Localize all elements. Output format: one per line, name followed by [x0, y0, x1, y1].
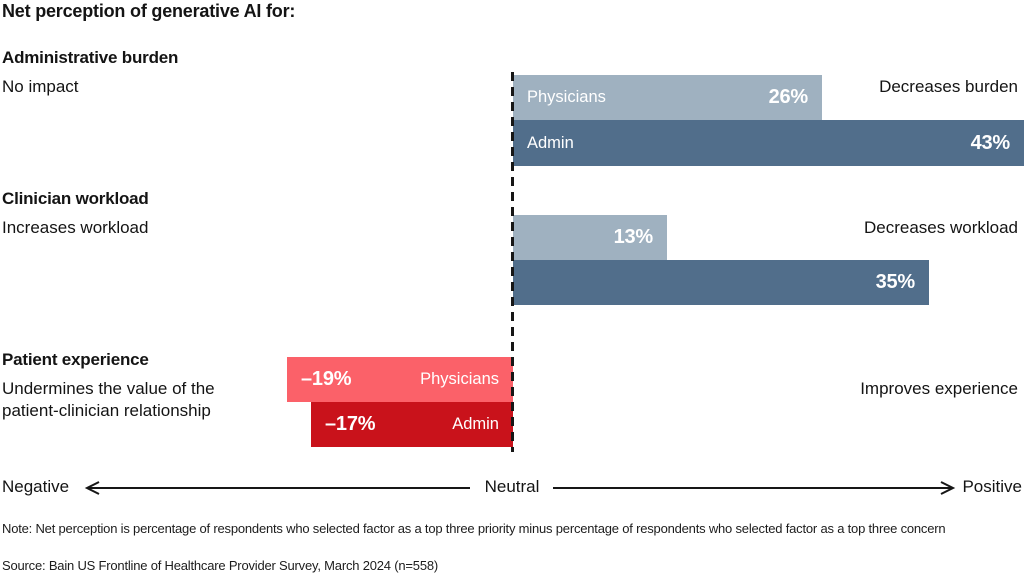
group-negative-label-patient-experience: Undermines the value of the patient-clin… [2, 379, 215, 420]
bar-series-label-physicians: Physicians [420, 370, 499, 388]
axis-label-positive: Positive [962, 477, 1022, 496]
bar-administrative-burden-physicians: Physicians 26% [513, 75, 822, 120]
group-heading-clinician-workload: Clinician workload [2, 189, 149, 208]
group-positive-label-clinician-workload: Decreases workload [863, 218, 1018, 237]
group-heading-patient-experience: Patient experience [2, 350, 149, 369]
neutral-dashed-line [511, 72, 514, 452]
bar-value-label: 13% [613, 226, 654, 248]
group-negative-label-clinician-workload: Increases workload [2, 218, 149, 237]
axis-arrows-icon [84, 481, 956, 495]
group-positive-label-administrative-burden: Decreases burden [879, 77, 1018, 96]
bar-administrative-burden-admin: Admin 43% [513, 120, 1024, 166]
bar-value-label: 43% [970, 131, 1011, 154]
group-negative-label-administrative-burden: No impact [2, 77, 79, 96]
bar-series-label-physicians: Physicians [527, 88, 606, 106]
bar-value-label: 35% [875, 271, 916, 293]
bar-patient-experience-physicians: –19% Physicians [287, 357, 513, 402]
bar-clinician-workload-admin: 35% [513, 260, 929, 305]
bar-patient-experience-admin: –17% Admin [311, 402, 513, 447]
chart-source: Source: Bain US Frontline of Healthcare … [2, 558, 439, 573]
bar-clinician-workload-physicians: 13% [513, 215, 667, 260]
group-positive-label-patient-experience: Improves experience [860, 379, 1018, 398]
bar-value-label: –19% [301, 368, 352, 390]
bar-value-label: –17% [325, 413, 376, 435]
axis-label-neutral: Neutral [484, 477, 540, 496]
axis-label-negative: Negative [2, 477, 70, 496]
bar-series-label-admin: Admin [527, 133, 574, 152]
bar-series-label-admin: Admin [452, 415, 499, 433]
chart-title: Net perception of generative AI for: [2, 1, 296, 21]
bar-value-label: 26% [768, 86, 809, 108]
group-heading-administrative-burden: Administrative burden [2, 48, 179, 67]
chart-note: Note: Net perception is percentage of re… [2, 521, 946, 536]
